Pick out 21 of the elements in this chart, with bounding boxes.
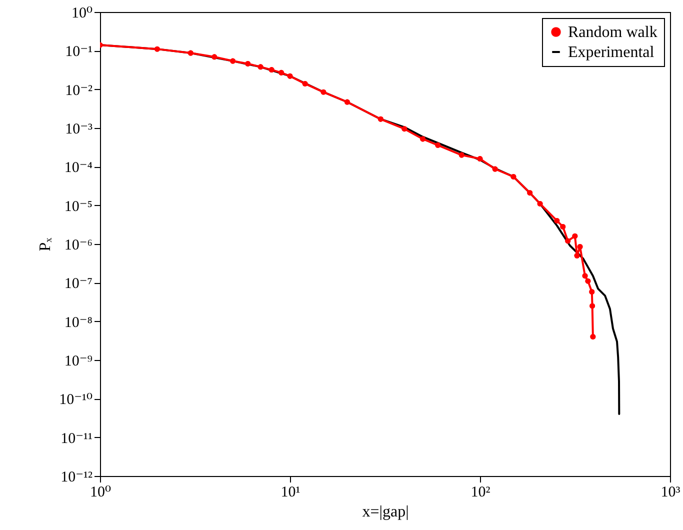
legend-label: Experimental — [568, 44, 655, 61]
y-tick-label: 10⁻¹¹ — [60, 430, 92, 447]
y-tick-label: 10⁻⁸ — [64, 314, 92, 331]
y-tick-label: 10⁻⁹ — [64, 354, 92, 370]
y-tick-label: 10⁻⁶ — [64, 238, 92, 254]
x-tick-label: 10² — [470, 484, 491, 500]
y-axis-title: Pₓ — [37, 237, 54, 252]
legend-label: Random walk — [568, 24, 658, 41]
x-tick-label: 10⁰ — [90, 484, 112, 500]
y-tick-label: 10⁰ — [71, 6, 92, 22]
y-tick-label: 10⁻⁵ — [64, 198, 92, 215]
x-tick-label: 10³ — [660, 484, 681, 500]
y-tick-label: 10⁻² — [65, 82, 93, 99]
y-tick-label: 10⁻⁷ — [64, 276, 92, 292]
x-axis-title: x=|gap| — [362, 504, 409, 520]
y-tick-label: 10⁻¹⁰ — [59, 392, 92, 408]
y-tick-label: 10⁻¹² — [60, 470, 93, 486]
y-tick-label: 10⁻¹ — [65, 44, 92, 60]
x-tick-label: 10¹ — [280, 484, 300, 500]
y-tick-label: 10⁻⁴ — [64, 160, 92, 176]
y-tick-label: 10⁻³ — [65, 122, 93, 138]
